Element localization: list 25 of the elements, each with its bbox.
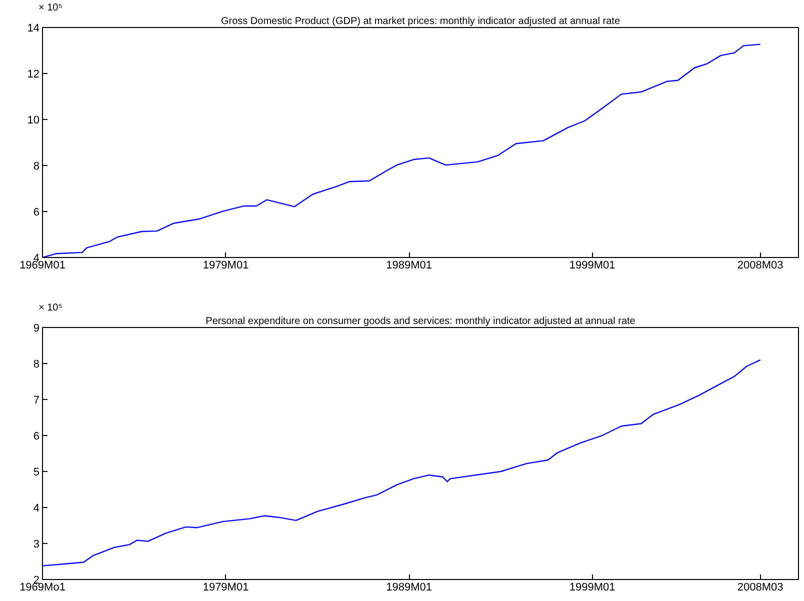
y-tick-label: 7 <box>33 394 40 406</box>
y-tick-label: 4 <box>33 502 40 514</box>
y-tick-label: 3 <box>33 538 40 550</box>
x-tick-label: 1989M01 <box>386 582 432 594</box>
chart-title: Personal expenditure on consumer goods and services: monthly indicator adjusted at annual rate <box>206 316 636 327</box>
x-tick-label: 1999M01 <box>569 260 616 272</box>
x-tick-label: 1999M01 <box>569 582 616 594</box>
x-tick-label: 1979M01 <box>202 582 249 594</box>
y-tick-label: 8 <box>33 160 40 172</box>
y-tick-label: 10 <box>27 114 40 126</box>
line-series <box>42 359 761 566</box>
x-tick-label: 1979M01 <box>202 260 249 272</box>
chart-title: Gross Domestic Product (GDP) at market prices: monthly indicator adjusted at annual rate <box>220 16 620 27</box>
text: × 10⁵ <box>38 302 62 314</box>
y-tick-label: 5 <box>33 466 40 478</box>
y-tick-label: 14 <box>27 22 40 34</box>
y-tick-label: 9 <box>33 322 40 334</box>
y-tick-label: 12 <box>27 68 40 80</box>
x-tick-label: 2008M03 <box>737 582 784 594</box>
x-tick-label: 2008M03 <box>737 260 784 272</box>
text: × 10⁵ <box>38 2 62 14</box>
y-tick-label: 6 <box>33 430 40 442</box>
y-tick-label: 6 <box>33 206 40 218</box>
y-tick-label: 8 <box>33 358 40 370</box>
x-tick-label: 1989M01 <box>386 260 432 272</box>
